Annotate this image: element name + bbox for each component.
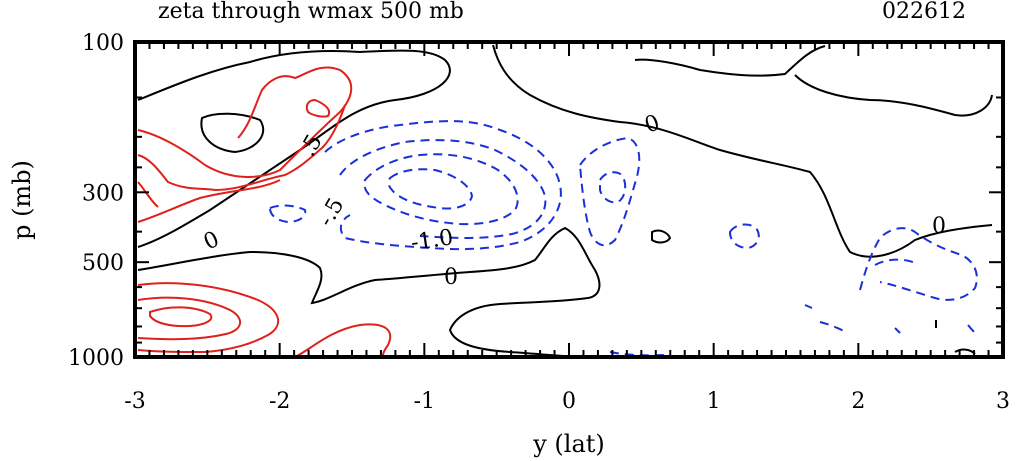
plot-frame: [133, 40, 1005, 359]
x-tick-label: -3: [124, 389, 145, 414]
zero-contour: [137, 49, 451, 248]
y-tick-label: 100: [82, 31, 124, 56]
negative-contour: [804, 304, 813, 309]
x-tick-labels: -3 -2 -1 0 1 2 3: [124, 389, 1010, 414]
x-tick-label: -1: [414, 389, 435, 414]
positive-contour: [137, 296, 241, 341]
x-tick-label: 2: [851, 389, 865, 414]
positive-contour: [305, 98, 331, 118]
zero-contour: [794, 74, 993, 117]
negative-contour: [894, 327, 901, 334]
x-tick-label: 1: [707, 389, 721, 414]
positive-contour: [149, 306, 213, 328]
positive-contour: [137, 181, 159, 208]
negative-contour: [967, 324, 979, 337]
negative-contour: [819, 321, 847, 333]
negative-contour: [363, 153, 519, 226]
negative-contour: [339, 139, 547, 239]
y-tick-labels: 100 300 500 1000: [68, 31, 124, 371]
x-tick-label: -2: [269, 389, 290, 414]
zero-contour: [954, 348, 976, 355]
zero-contour: [634, 45, 826, 77]
negative-contour: [578, 136, 641, 247]
y-axis-label: p (mb): [8, 160, 36, 240]
positive-contour: [137, 104, 346, 192]
positive-contour: [294, 323, 392, 358]
contour-label: 0: [642, 110, 664, 138]
negative-contour: [874, 258, 919, 266]
zero-contour: [651, 229, 672, 244]
contour-label: -1.0: [409, 225, 454, 256]
positive-contour: [137, 282, 280, 354]
zero-contour: [137, 226, 601, 358]
contour-label: 0: [444, 265, 458, 290]
x-axis-label: y (lat): [532, 430, 605, 458]
contour-label: -.5: [314, 194, 350, 231]
negative-contour: [268, 204, 307, 224]
x-tick-label: 0: [562, 389, 576, 414]
negative-contour: [387, 168, 474, 210]
y-tick-label: 1000: [68, 346, 124, 371]
chart-title: zeta through wmax 500 mb: [158, 0, 464, 24]
y-tick-label: 500: [82, 251, 124, 276]
negative-contour: [324, 120, 562, 251]
y-tick-label: 300: [82, 181, 124, 206]
positive-contour: [137, 179, 281, 223]
axis-ticks: [134, 41, 1004, 358]
contour-lines: 0 .5 -.5 -1.0 0 0 0: [137, 42, 993, 358]
x-tick-label: 3: [996, 389, 1010, 414]
negative-contour: [859, 227, 978, 301]
positive-contour: [137, 66, 353, 178]
zero-contour: [492, 44, 993, 258]
contour-label: 0: [932, 214, 946, 239]
contour-label: 0: [200, 227, 223, 256]
zero-contour: [200, 112, 265, 154]
date-code: 022612: [882, 0, 966, 24]
negative-contour: [728, 223, 760, 250]
negative-contour: [599, 171, 627, 204]
